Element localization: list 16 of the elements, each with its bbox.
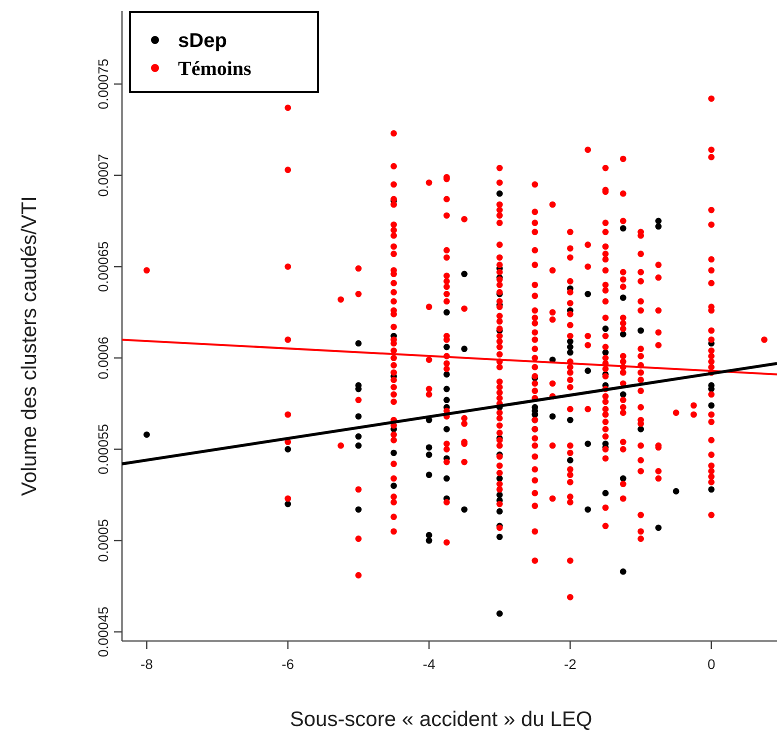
- y-tick-label: 0.00045: [95, 606, 111, 658]
- x-axis-title: Sous-score « accident » du LEQ: [290, 708, 592, 731]
- legend-label: Témoins: [178, 58, 252, 80]
- legend-label: sDep: [178, 30, 227, 52]
- x-tick-label: -6: [282, 656, 294, 672]
- x-tick-label: -4: [422, 656, 436, 672]
- y-tick-label: 0.00075: [95, 58, 111, 110]
- x-tick-label: -2: [564, 656, 577, 672]
- y-tick-label: 0.0006: [95, 336, 111, 380]
- y-tick-label: 0.0005: [95, 518, 111, 562]
- x-tick-label: -8: [140, 656, 154, 672]
- y-tick-label: 0.0007: [95, 154, 111, 197]
- y-axis-title: Volume des clusters caudés/VTI: [18, 196, 41, 496]
- x-tick-label: 0: [707, 656, 716, 672]
- y-tick-label: 0.00055: [95, 424, 111, 475]
- y-tick-label: 0.00065: [95, 241, 111, 292]
